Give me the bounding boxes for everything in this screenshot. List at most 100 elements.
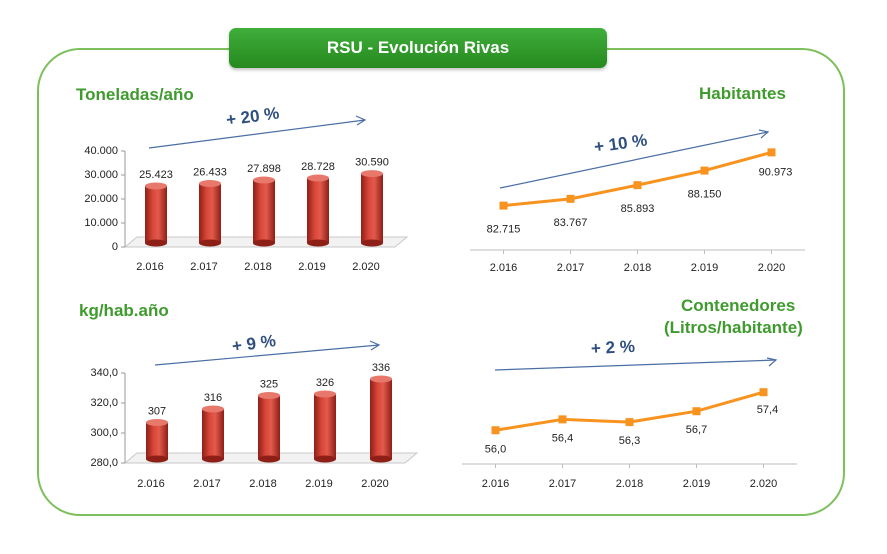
bar-top [202, 405, 224, 413]
bar [145, 185, 167, 243]
x-tick-label: 2.017 [190, 261, 218, 273]
data-label: 316 [204, 392, 222, 404]
bar-base [253, 239, 275, 247]
x-tick-label: 2.019 [683, 478, 711, 490]
data-point [767, 148, 776, 157]
x-tick-label: 2.016 [482, 478, 510, 490]
bar-base [370, 455, 392, 463]
trend-arrowhead [369, 340, 381, 351]
x-tick-label: 2.019 [305, 478, 333, 490]
data-label: 325 [260, 379, 278, 391]
bar-base [146, 455, 168, 463]
data-label: 56,0 [485, 443, 506, 455]
bar [314, 394, 336, 459]
y-tick-label: 20.000 [84, 193, 118, 205]
data-label: 56,4 [552, 432, 573, 444]
data-point [625, 418, 634, 427]
habitantes-title: Habitantes [699, 84, 786, 103]
data-label: 90.973 [759, 166, 793, 178]
bar-top [370, 375, 392, 383]
x-tick-label: 2.018 [616, 478, 644, 490]
contenedores-title-line2: (Litros/habitante) [664, 318, 803, 337]
main-title: RSU - Evolución Rivas [229, 28, 607, 68]
bar [146, 422, 168, 459]
bar-top [258, 392, 280, 399]
bar [258, 395, 280, 459]
x-tick-label: 2.020 [361, 478, 389, 490]
y-tick-label: 280,0 [90, 457, 118, 469]
data-label: 82.715 [487, 224, 521, 236]
trend-arrow [499, 131, 769, 189]
bar-top [314, 390, 336, 398]
trend-arrow [494, 359, 777, 371]
x-tick-label: 2.017 [557, 262, 585, 274]
data-point [692, 407, 701, 416]
y-tick-label: 0 [112, 241, 118, 253]
x-tick-label: 2.020 [750, 478, 778, 490]
data-label: 336 [372, 362, 390, 374]
data-point [491, 426, 500, 435]
data-label: 27.898 [247, 163, 281, 175]
bar [361, 173, 383, 243]
data-label: 57,4 [757, 404, 778, 416]
bar-base [258, 455, 280, 463]
bar-top [307, 174, 329, 182]
data-label: 56,3 [619, 435, 640, 447]
bar-base [314, 455, 336, 463]
data-point [759, 388, 768, 397]
bar-top [145, 182, 167, 190]
y-tick-label: 10.000 [84, 217, 118, 229]
x-tick-label: 2.019 [691, 262, 719, 274]
x-tick-label: 2.017 [193, 478, 221, 490]
y-tick-label: 30.000 [84, 169, 118, 181]
toneladas-title: Toneladas/año [76, 85, 194, 104]
data-label: 83.767 [554, 217, 588, 229]
contenedores-title: Contenedores [681, 296, 796, 315]
data-point [499, 201, 508, 210]
data-label: 326 [316, 377, 334, 389]
data-point [633, 181, 642, 190]
x-tick-label: 2.016 [137, 478, 165, 490]
kghab-title: kg/hab.año [79, 301, 169, 320]
data-point [558, 415, 567, 424]
x-tick-label: 2.018 [249, 478, 277, 490]
data-label: 28.728 [301, 161, 335, 173]
x-tick-label: 2.016 [490, 262, 518, 274]
data-label: 25.423 [139, 169, 173, 181]
y-tick-label: 40.000 [84, 145, 118, 157]
y-tick-label: 340,0 [90, 367, 118, 379]
data-label: 85.893 [621, 203, 655, 215]
data-point [566, 194, 575, 203]
data-label: 88.150 [688, 189, 722, 201]
trend-arrow [154, 344, 380, 366]
bar [199, 183, 221, 243]
bar-base [361, 239, 383, 247]
bar-base [199, 239, 221, 247]
trend-arrow [148, 119, 366, 149]
bar-base [145, 239, 167, 247]
bar-top [146, 419, 168, 426]
bar [307, 178, 329, 243]
data-label: 56,7 [686, 424, 707, 436]
x-tick-label: 2.018 [244, 261, 272, 273]
y-tick-label: 300,0 [90, 427, 118, 439]
x-tick-label: 2.017 [549, 478, 577, 490]
data-label: 26.433 [193, 167, 227, 179]
x-tick-label: 2.020 [758, 262, 786, 274]
trend-arrowhead [766, 357, 778, 367]
bar-top [361, 170, 383, 178]
bar-top [199, 180, 221, 188]
bar [253, 180, 275, 243]
data-label: 307 [148, 406, 166, 418]
y-tick-label: 320,0 [90, 397, 118, 409]
data-label: 30.590 [355, 157, 389, 169]
data-point [700, 166, 709, 175]
x-tick-label: 2.020 [352, 261, 380, 273]
x-tick-label: 2.018 [624, 262, 652, 274]
trend-arrowhead [355, 115, 367, 126]
x-tick-label: 2.016 [136, 261, 164, 273]
